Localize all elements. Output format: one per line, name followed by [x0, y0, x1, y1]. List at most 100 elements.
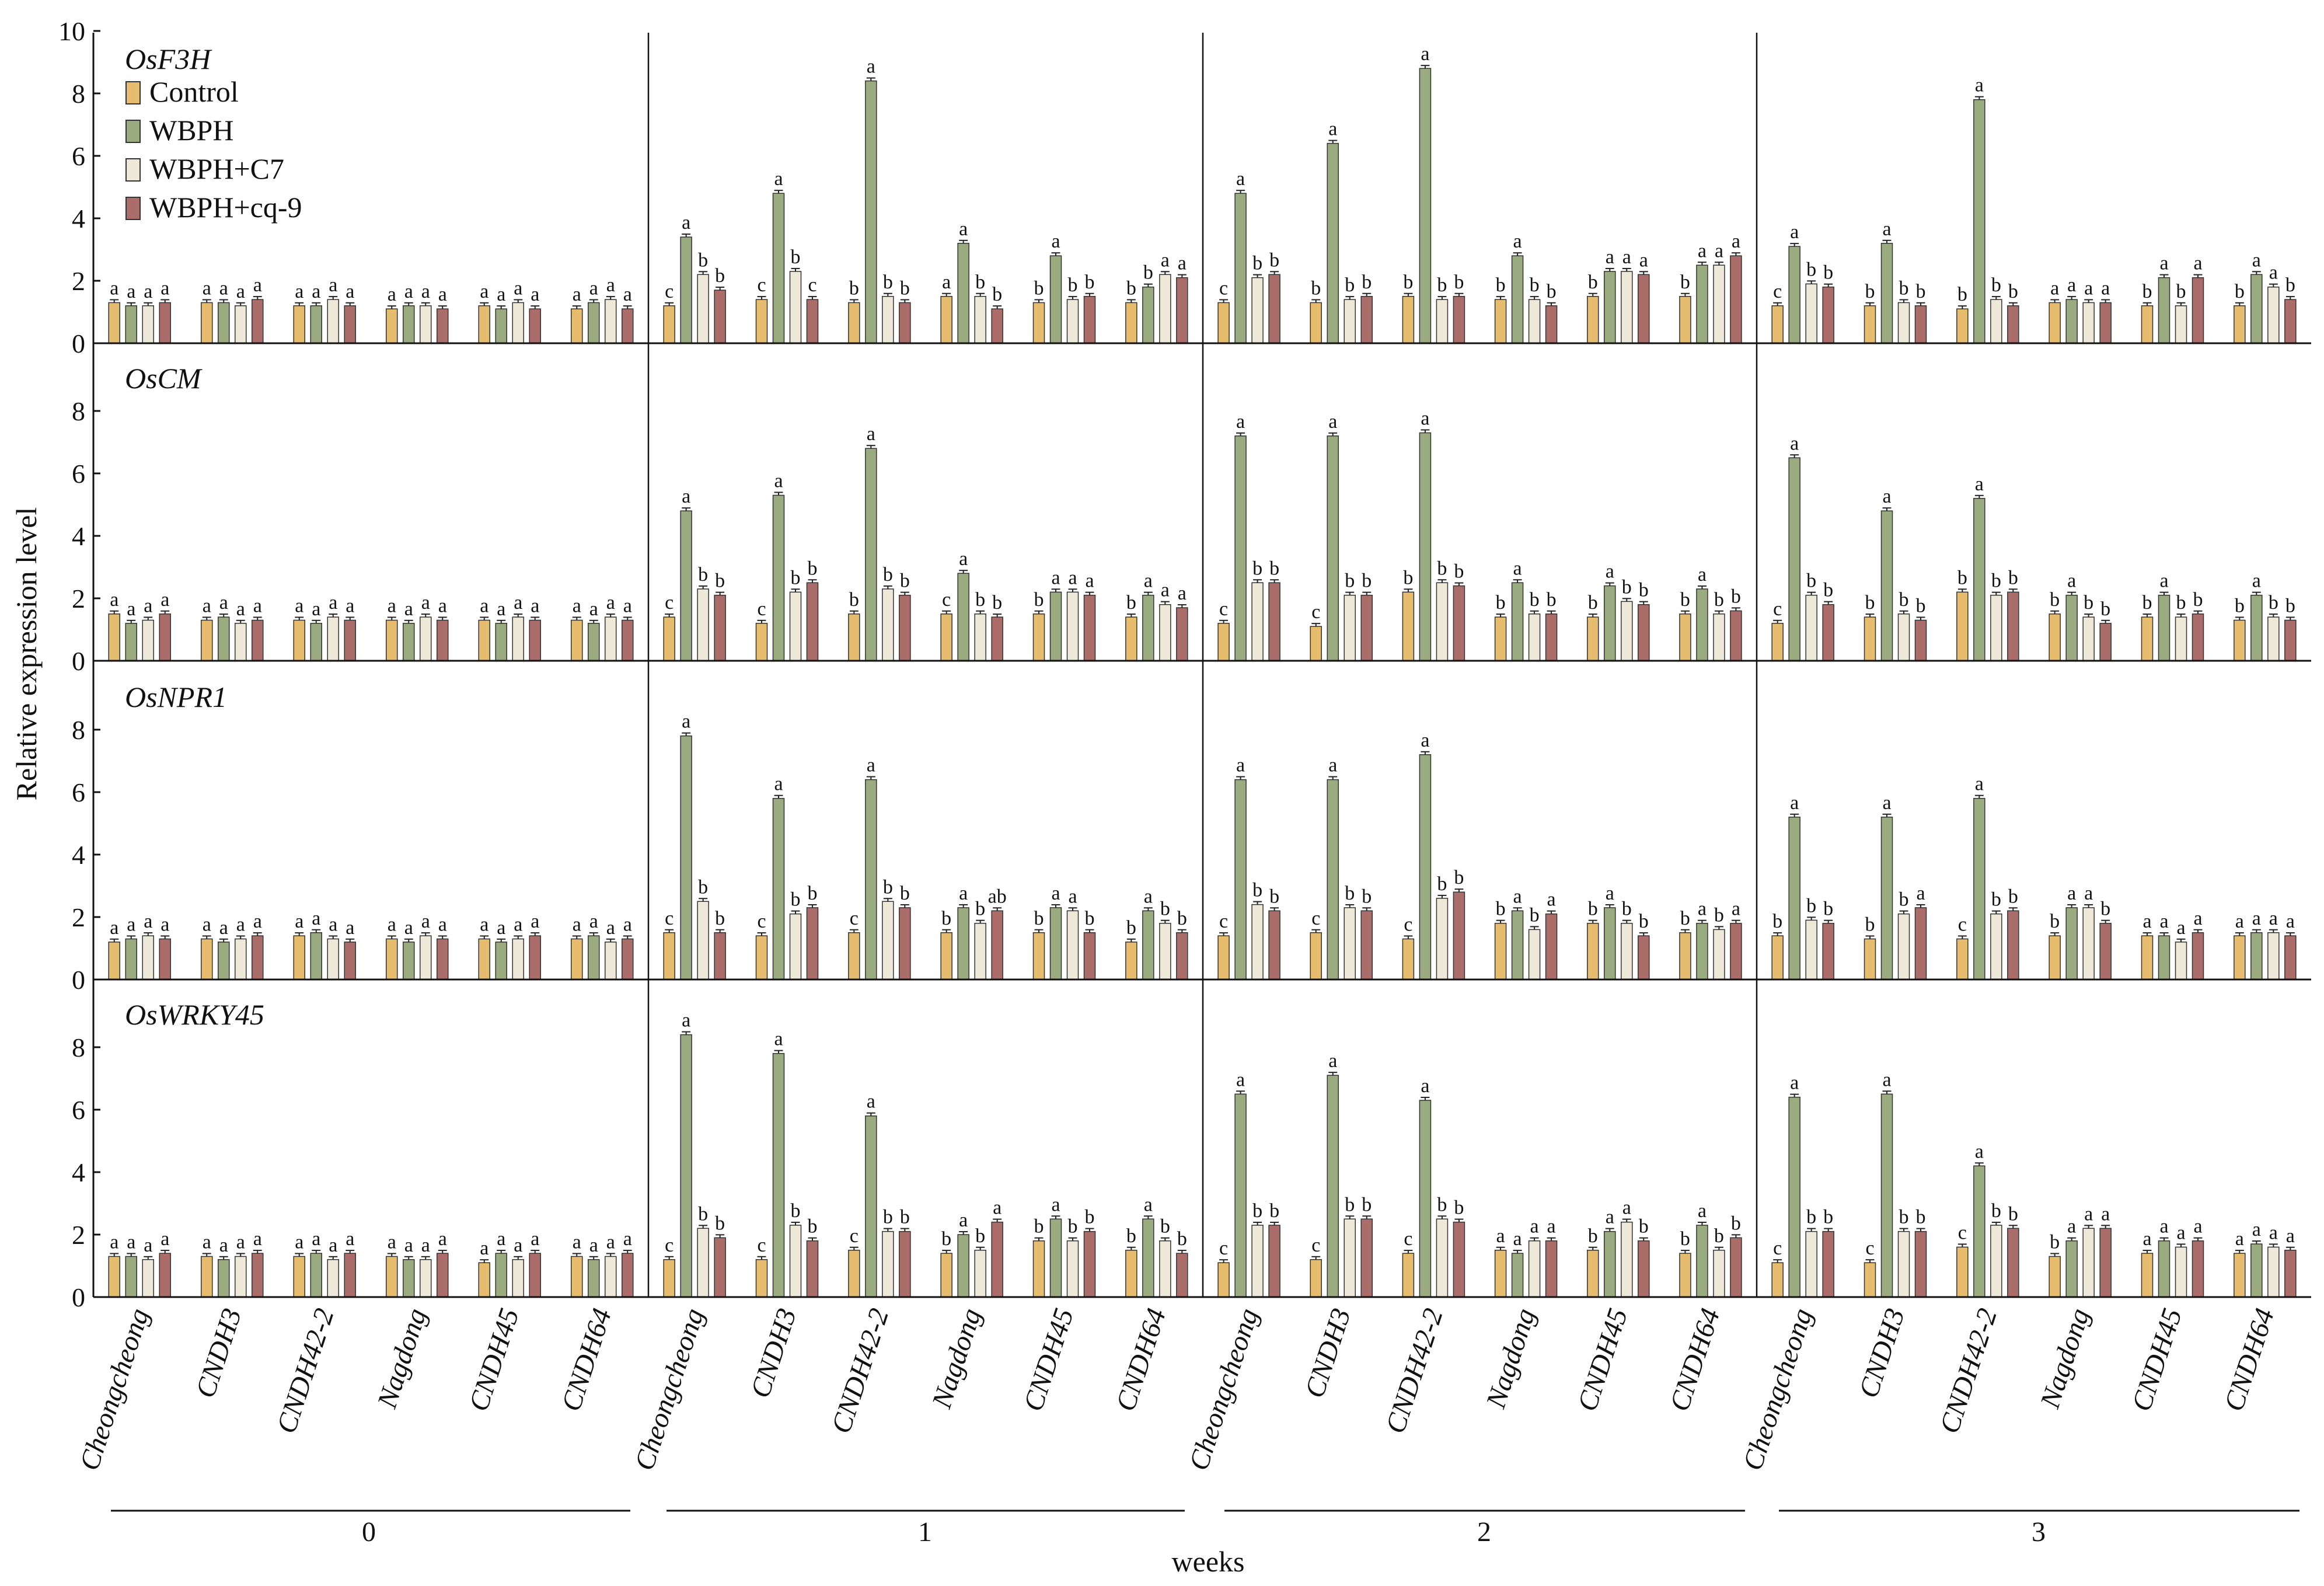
bar-oscm-w1-cheongcheong-wbph	[680, 510, 692, 661]
sig-letter: b	[975, 1225, 985, 1247]
sig-letter: b	[1530, 904, 1540, 926]
bar-osf3h-w1-cheongcheong-wbph-cq-9	[714, 290, 726, 344]
sig-letter: b	[1362, 271, 1372, 293]
bar-osnpr1-w2-cndh45-wbph-c7	[1621, 922, 1633, 980]
sig-letter: b	[1639, 911, 1649, 932]
bar-osf3h-w3-cheongcheong-wbph	[1788, 246, 1800, 344]
bar-oscm-w3-cndh42-2-control	[1956, 591, 1969, 661]
bar-osf3h-w1-cndh42-2-wbph-cq-9	[899, 302, 911, 344]
sig-letter: a	[480, 281, 488, 302]
sig-letter: b	[1865, 914, 1875, 935]
bar-oswrky45-w1-cndh42-2-wbph-cq-9	[899, 1231, 911, 1298]
bar-oswrky45-w0-cheongcheong-wbph-c7	[142, 1259, 154, 1298]
sig-letter: a	[1421, 730, 1429, 751]
sig-letter: c	[1219, 1238, 1228, 1259]
sig-letter: b	[1269, 1200, 1279, 1222]
sig-letter: b	[1991, 570, 2001, 592]
sig-letter: a	[253, 911, 262, 932]
y-tick-label: 6	[72, 1095, 85, 1125]
bar-osf3h-w3-cndh42-2-wbph-cq-9	[2007, 305, 2019, 344]
sig-letter: b	[1126, 592, 1136, 614]
bar-osnpr1-w3-nagdong-wbph-cq-9	[2099, 922, 2112, 980]
sig-letter: b	[1588, 898, 1598, 920]
sig-letter: a	[867, 755, 875, 776]
category-labels: Cheongcheong CNDH3 CNDH42-2 Nagdong CNDH45 CN…	[74, 1305, 2280, 1474]
sig-letter: a	[144, 595, 152, 616]
bar-osf3h-w3-nagdong-wbph-c7	[2082, 302, 2095, 344]
sig-letter: a	[1547, 889, 1556, 911]
bar-osnpr1-w0-nagdong-control	[386, 938, 398, 980]
sig-letter: a	[2142, 911, 2151, 932]
sig-letter: a	[1790, 221, 1799, 243]
bar-oscm-w2-cndh64-wbph-c7	[1713, 614, 1725, 661]
bar-osf3h-w1-nagdong-control	[940, 296, 952, 344]
sig-letter: b	[900, 277, 910, 299]
bar-osnpr1-w2-cndh45-wbph	[1604, 907, 1616, 980]
legend-swatch-wbph-c7	[125, 158, 141, 182]
bar-osf3h-w1-nagdong-wbph	[957, 243, 969, 344]
sig-letter: b	[2142, 592, 2152, 614]
bar-oswrky45-w3-cheongcheong-wbph-c7	[1805, 1231, 1817, 1298]
bar-osf3h-w2-nagdong-wbph-c7	[1528, 299, 1541, 344]
sig-letter: a	[589, 911, 598, 932]
sig-letter: a	[2050, 277, 2059, 299]
bar-oswrky45-w2-nagdong-wbph-cq-9	[1545, 1240, 1558, 1298]
bar-oscm-w3-cndh45-control	[2141, 616, 2154, 661]
bar-oscm-w1-cheongcheong-wbph-cq-9	[714, 594, 726, 661]
sig-letter: b	[2008, 1203, 2018, 1225]
bar-osf3h-w3-nagdong-control	[2049, 302, 2061, 344]
sig-letter: a	[312, 598, 320, 620]
sig-letter: b	[2050, 911, 2060, 932]
bar-oscm-w2-nagdong-wbph-cq-9	[1545, 614, 1558, 661]
bar-oscm-w0-cndh42-2-control	[293, 619, 305, 661]
bar-osnpr1-w2-cndh64-wbph	[1696, 922, 1708, 980]
sig-letter: a	[1606, 883, 1614, 904]
sig-letter: a	[1606, 561, 1614, 583]
sig-letter: a	[438, 914, 447, 935]
sig-letter: a	[1882, 1069, 1891, 1090]
bar-osf3h-w2-cndh3-wbph-c7	[1344, 299, 1356, 344]
bar-osf3h-w0-nagdong-wbph-cq-9	[437, 308, 449, 344]
bar-oscm-w2-nagdong-wbph-c7	[1528, 614, 1541, 661]
bar-oscm-w3-cndh45-wbph-c7	[2175, 616, 2187, 661]
sig-letter: b	[1680, 589, 1690, 611]
sig-letter: a	[2269, 1222, 2278, 1243]
bar-oswrky45-w1-cndh45-control	[1032, 1240, 1045, 1298]
sig-letter: b	[1085, 908, 1095, 929]
sig-letter: b	[975, 589, 985, 611]
bar-oscm-w0-cndh45-wbph	[495, 623, 507, 661]
bar-oscm-w0-cheongcheong-control	[108, 614, 120, 661]
sig-letter: b	[1345, 274, 1355, 296]
sig-letter: a	[589, 277, 598, 299]
bar-osnpr1-w1-cheongcheong-wbph-c7	[697, 901, 709, 980]
sig-letter: a	[1547, 1216, 1556, 1238]
sig-letter: c	[665, 592, 674, 614]
sig-letter: a	[573, 595, 581, 616]
sig-letter: a	[329, 274, 337, 296]
bar-oscm-w3-cndh3-wbph-cq-9	[1914, 619, 1927, 661]
bar-osnpr1-w1-nagdong-wbph-cq-9	[991, 910, 1003, 980]
sig-letter: b	[1731, 1212, 1741, 1234]
sig-letter: a	[531, 911, 539, 932]
bar-osnpr1-w2-cndh45-control	[1587, 922, 1599, 980]
sig-letter: a	[1622, 246, 1631, 268]
bar-oswrky45-w1-cheongcheong-wbph-c7	[697, 1228, 709, 1298]
sig-letter: b	[2100, 598, 2110, 620]
bar-osf3h-w0-cndh3-control	[201, 302, 213, 344]
sig-letter: a	[1698, 240, 1707, 262]
sig-letter: a	[1975, 75, 1984, 96]
sig-letter: a	[2142, 1228, 2151, 1250]
sig-letter: b	[2142, 281, 2152, 302]
category-label-nagdong: Nagdong	[371, 1305, 432, 1413]
bar-osf3h-w2-cheongcheong-wbph-c7	[1251, 277, 1264, 344]
bar-osf3h-w1-cndh45-wbph-c7	[1066, 299, 1079, 344]
bar-oswrky45-w2-cndh45-control	[1587, 1250, 1599, 1298]
bar-oscm-w1-cndh3-wbph-c7	[789, 591, 802, 661]
sig-letter: b	[1252, 1200, 1262, 1222]
bar-osf3h-w3-cheongcheong-control	[1771, 305, 1784, 344]
bar-osnpr1-w0-cndh3-control	[201, 938, 213, 980]
sig-letter: b	[1991, 889, 2001, 911]
bar-oscm-w0-cndh3-wbph-c7	[235, 623, 247, 661]
sig-letter: a	[573, 284, 581, 305]
bar-osf3h-w1-cndh64-wbph-c7	[1159, 274, 1171, 344]
